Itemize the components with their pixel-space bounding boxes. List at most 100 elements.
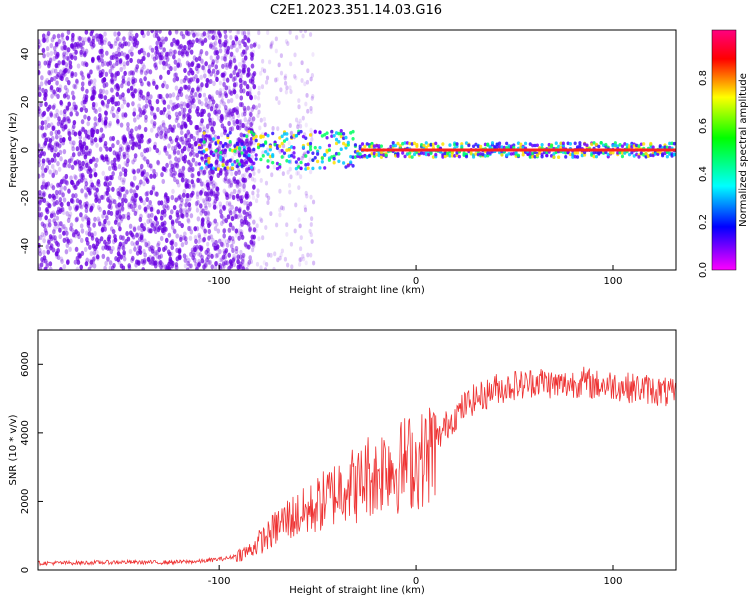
spectrogram-point xyxy=(62,93,67,99)
spectrogram-point xyxy=(469,151,473,156)
spectrogram-point xyxy=(93,216,97,222)
spectrogram-point xyxy=(65,106,70,112)
spectrogram-point xyxy=(248,78,253,84)
spectrogram-point xyxy=(199,203,203,209)
spectrogram-point xyxy=(94,102,98,108)
spectrogram-point xyxy=(339,131,343,136)
spectrogram-point xyxy=(78,253,82,259)
spectrogram-point xyxy=(206,79,211,85)
spectrogram-point xyxy=(206,185,211,191)
spectrogram-point xyxy=(200,170,205,175)
spectrogram-point xyxy=(351,155,355,160)
spectrogram-point xyxy=(223,141,228,146)
spectrogram-point xyxy=(391,143,395,148)
spectrogram-point xyxy=(204,210,208,216)
spectrogram-point xyxy=(57,116,61,122)
spectrogram-point xyxy=(132,141,136,147)
spectrogram-point xyxy=(129,57,133,64)
spectrogram-point xyxy=(184,133,188,139)
spectrogram-point xyxy=(140,258,145,265)
spectrogram-point xyxy=(131,76,135,82)
spectrogram-point xyxy=(89,205,94,211)
spectrogram-point xyxy=(126,81,131,87)
spectrogram-point xyxy=(269,44,273,50)
spectrogram-point xyxy=(253,94,257,100)
spectrogram-point xyxy=(242,105,247,112)
spectrogram-point xyxy=(658,150,662,155)
spectrogram-point xyxy=(627,152,632,157)
spectrogram-point xyxy=(139,163,144,170)
spectrogram-point xyxy=(56,161,60,167)
spectrogram-point xyxy=(235,229,239,235)
spectrogram-point xyxy=(185,209,189,215)
spectrogram-point xyxy=(149,204,154,210)
spectrogram-point xyxy=(200,166,204,170)
spectrogram-point xyxy=(339,147,343,152)
spectrogram-point xyxy=(129,188,133,194)
spectrogram-point xyxy=(109,204,113,210)
spectrogram-point xyxy=(232,188,237,195)
spectrogram-point xyxy=(109,248,114,255)
spectrogram-point xyxy=(637,155,641,159)
spectrogram-point xyxy=(265,261,269,267)
spectrogram-point xyxy=(48,104,52,110)
spectrogram-point xyxy=(217,143,222,149)
spectrogram-point xyxy=(41,133,45,139)
spectrogram-point xyxy=(204,134,209,138)
spectrogram-point xyxy=(238,118,243,125)
spectrogram-point xyxy=(117,253,122,259)
spectrogram-point xyxy=(100,226,105,233)
spectrogram-point xyxy=(264,149,268,154)
spectrogram-point xyxy=(50,37,55,43)
spectrogram-point xyxy=(79,150,84,156)
spectrogram-point xyxy=(118,38,123,44)
spectrogram-point xyxy=(133,202,138,208)
spectrogram-point xyxy=(208,169,212,176)
spectrogram-point xyxy=(95,180,100,187)
spectrogram-point xyxy=(125,60,130,66)
spectrogram-point xyxy=(52,195,57,201)
spectrogram-point xyxy=(157,246,162,253)
spectrogram-point xyxy=(121,92,125,98)
spectrogram-point xyxy=(445,151,450,156)
spectrogram-point xyxy=(131,70,135,76)
spectrogram-point xyxy=(76,63,81,69)
spectrogram-point xyxy=(280,141,284,146)
spectrogram-point xyxy=(412,152,417,157)
spectrogram-point xyxy=(146,30,151,36)
spectrogram-point xyxy=(142,169,147,175)
spectrogram-point xyxy=(155,33,159,39)
spectrogram-point xyxy=(145,171,150,178)
spectrogram-point xyxy=(450,153,454,158)
spectrogram-point xyxy=(220,92,224,99)
spectrogram-point xyxy=(175,218,179,224)
spectrogram-point xyxy=(173,66,177,72)
spectrogram-point xyxy=(129,85,134,91)
spectrogram-point xyxy=(223,42,228,48)
spectrogram-point xyxy=(651,145,655,150)
spectrogram-point xyxy=(154,259,159,265)
spectrogram-point xyxy=(159,123,164,130)
spectrogram-point xyxy=(252,132,256,137)
spectrogram-point xyxy=(139,213,143,219)
spectrogram-point xyxy=(248,113,252,119)
spectrogram-point xyxy=(47,70,51,76)
spectrogram-point xyxy=(233,210,237,216)
spectrogram-point xyxy=(232,66,237,72)
spectrogram-point xyxy=(396,154,400,158)
spectrogram-point xyxy=(54,189,59,196)
spectrogram-point xyxy=(170,238,175,245)
spectrogram-point xyxy=(561,141,565,146)
spectrogram-point xyxy=(68,60,73,66)
spectrogram-point xyxy=(192,32,196,38)
spectrogram-point xyxy=(191,39,195,45)
spectrogram-point xyxy=(89,263,94,269)
spectrogram-point xyxy=(129,30,133,34)
spectrogram-point xyxy=(228,158,232,163)
spectrogram-point xyxy=(206,104,210,110)
spectrogram-point xyxy=(247,210,252,217)
spectrogram-point xyxy=(181,34,186,40)
spectrogram-point xyxy=(138,216,143,223)
spectrogram-point xyxy=(91,56,96,62)
spectrogram-point xyxy=(249,43,254,49)
